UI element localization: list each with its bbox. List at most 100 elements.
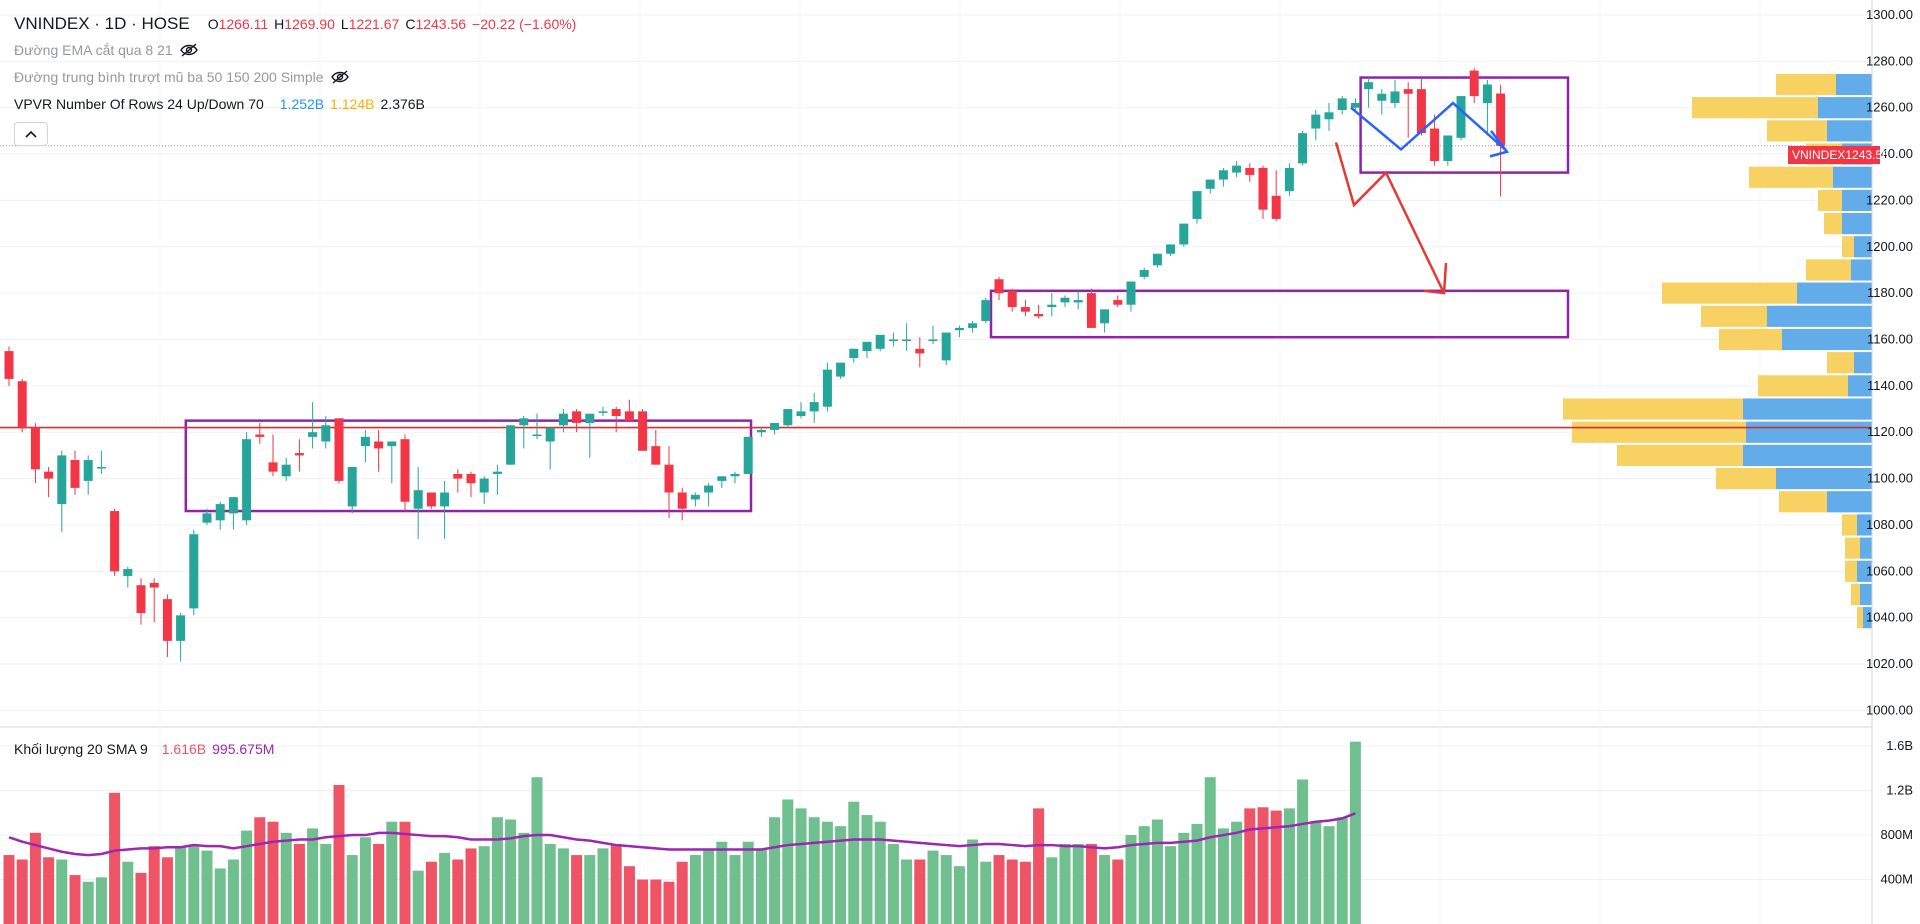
volume-bar [557,848,569,924]
ma-label: Đường trung bình trượt mũ ba 50 150 200 … [14,69,324,85]
low-value: 1221.67 [348,16,400,32]
volume-bar [320,843,332,924]
hidden-eye-icon[interactable] [179,43,199,57]
volume-bar [993,855,1005,924]
vpvr-up-bar [1818,97,1872,119]
volume-bar [623,866,635,924]
volume-bar [135,872,147,924]
candle-body [888,339,898,341]
volume-bar [1257,807,1269,924]
volume-bar [293,843,305,924]
candle-body [558,413,568,426]
volume-bar [478,846,490,924]
volume-bar [412,870,424,924]
vpvr-legend[interactable]: VPVR Number Of Rows 24 Up/Down 70 1.252B… [14,96,425,112]
candle-body [902,339,912,341]
collapse-legend-button[interactable] [14,122,48,146]
candle-body [1456,96,1466,138]
candle-body [1007,290,1017,308]
close-value: 1243.56 [415,16,467,32]
volume-bar [227,859,239,924]
vpvr-up-bar [1827,491,1872,513]
volume-tick-label: 1.6B [1886,738,1913,753]
volume-tick-label: 1.2B [1886,783,1913,798]
hidden-eye-icon[interactable] [330,70,350,84]
close-label: C [405,16,416,32]
volume-bar [610,843,622,924]
red-projection-arrow [1334,142,1446,294]
volume-bar [346,855,358,924]
candle-body [242,439,252,521]
candle-body [110,511,120,572]
volume-bar [676,861,688,924]
volume-bar [650,879,662,924]
vpvr-up-bar [1854,236,1872,258]
vpvr-up-bar [1860,537,1872,559]
vpvr-down-value: 1.124B [330,96,375,112]
price-tick-label: 1300.00 [1866,7,1913,22]
low-label: L [340,16,349,32]
volume-bar [742,841,754,924]
candle-body [347,467,357,507]
vpvr-up-bar [1827,120,1872,142]
volume-bar [95,877,107,924]
volume-sma-value: 995.675M [212,741,275,757]
candle-body [1390,91,1400,104]
candle-body [1100,309,1110,324]
volume-bar [1165,846,1177,924]
volume-bar [1231,821,1243,924]
price-axis[interactable]: 1300.00 1280.00 1260.00 1240.00 1220.00 1200.… [1866,0,1920,924]
volume-bar [1006,859,1018,924]
vpvr-down-bar [1692,97,1818,119]
volume-bar [769,817,781,924]
vpvr-up-bar [1743,398,1872,420]
candle-body [57,455,67,505]
volume-bar [241,830,253,924]
candle-body [202,513,212,523]
candle-body [770,422,780,430]
vpvr-up-bar [1863,607,1872,629]
vpvr-down-bar [1842,514,1857,536]
ma-legend[interactable]: Đường trung bình trượt mũ ba 50 150 200 … [14,69,350,85]
volume-legend[interactable]: Khối lượng 20 SMA 9 1.616B 995.675M [14,741,274,757]
volume-bar [1125,835,1137,924]
volume-bar [175,846,187,924]
candle-body [1192,191,1202,219]
ohlc-values: O1266.11 H1269.90 L1221.67 C1243.56 −20.… [208,16,577,32]
volume-bar [1217,828,1229,924]
price-tick-label: 1000.00 [1866,702,1913,717]
candle-body [1179,223,1189,245]
candle-body [585,413,595,423]
candle-body [228,497,238,514]
volume-label: Khối lượng 20 SMA 9 [14,741,148,757]
price-tick-label: 1100.00 [1867,471,1913,486]
candle-body [96,467,106,469]
projection-arrows[interactable] [1334,101,1510,295]
candle-body [1430,128,1440,161]
candle-body [360,436,370,447]
vpvr-down-bar [1851,583,1860,606]
candle-body [981,300,991,321]
volume-bar [505,819,517,924]
volume-bar [1138,826,1150,924]
vpvr-down-bar [1779,491,1827,513]
candle-body [1126,281,1136,305]
volume-bar [1204,777,1216,924]
candle-body [1482,84,1492,104]
volume-bar [518,832,530,924]
candle-body [677,492,687,509]
candle-body [334,418,344,481]
volume-bar [16,859,28,924]
ema-legend[interactable]: Đường EMA cắt qua 8 21 [14,42,199,58]
vpvr-up-bar [1782,328,1872,351]
volume-bar [425,861,437,924]
vpvr-down-bar [1845,560,1857,582]
candle-body [1311,114,1321,129]
candle-body [268,462,278,472]
symbol-title[interactable]: VNINDEX · 1D · HOSE [14,14,190,33]
price-tick-label: 1120.00 [1867,424,1913,439]
volume-bar [1019,861,1031,924]
vpvr-up-bar [1854,352,1872,374]
price-tick-label: 1220.00 [1866,192,1913,207]
